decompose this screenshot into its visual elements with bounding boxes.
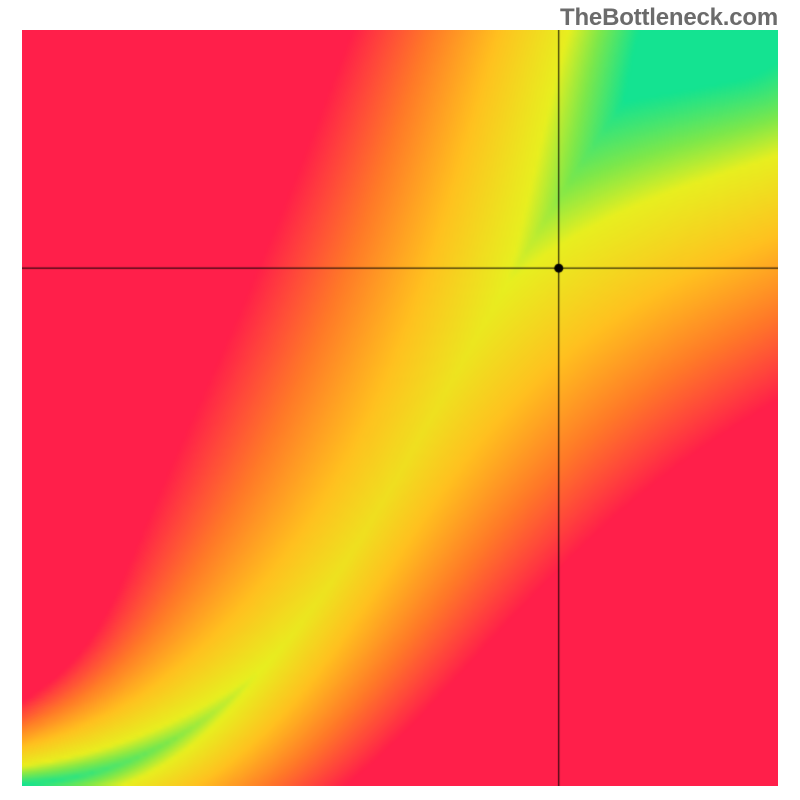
watermark-text: TheBottleneck.com xyxy=(560,4,778,32)
chart-container: TheBottleneck.com xyxy=(0,0,800,800)
bottleneck-heatmap xyxy=(22,30,778,786)
